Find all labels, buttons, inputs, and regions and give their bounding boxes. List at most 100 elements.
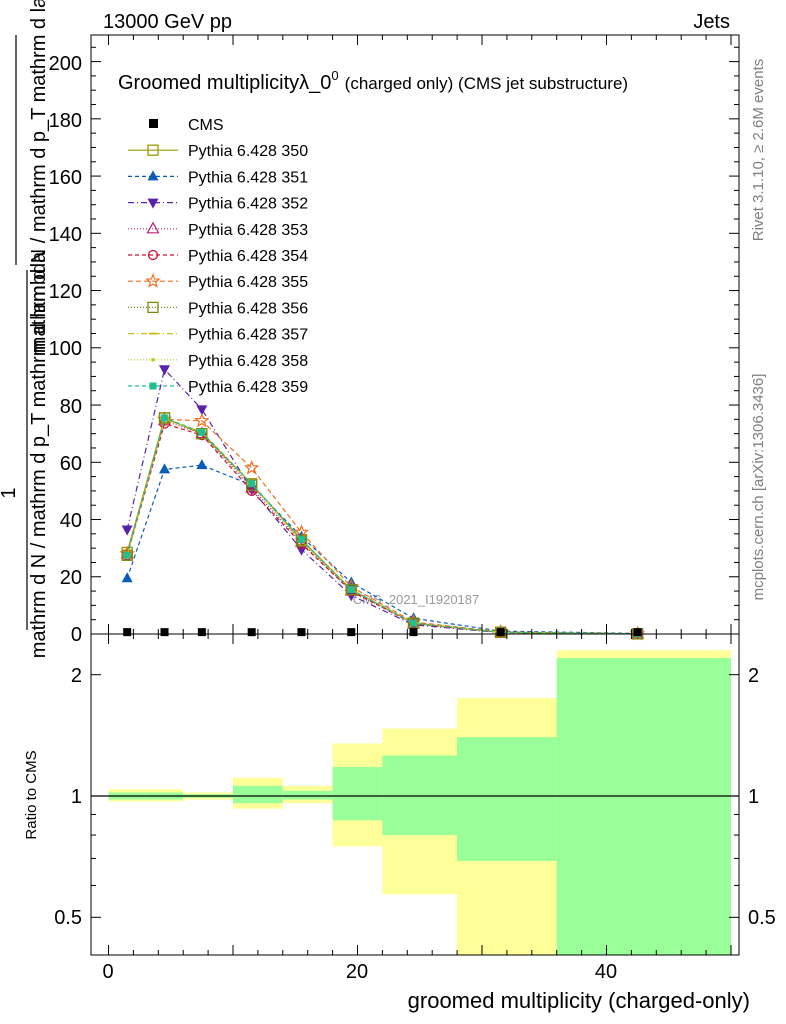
legend-entry: Pythia 6.428 353 [128,221,308,239]
legend-marker [147,170,159,181]
legend-marker [146,221,160,234]
series-point [248,480,256,488]
series-point [158,412,171,424]
series-point [121,549,133,561]
series-point [196,405,208,416]
cms-data-point [633,628,642,637]
ratio-y-tick-labels: 0.5 1 2 0.5 1 2 [54,665,776,929]
series-point [161,414,169,422]
y-tick-label: 20 [60,567,82,589]
x-axis-label: groomed multiplicity (charged-only) [408,988,750,1013]
y-tick-label: 100 [49,338,82,360]
series-point [347,586,355,594]
legend-marker [147,198,159,209]
series-point [121,572,133,583]
series-point [194,412,210,428]
legend-label: Pythia 6.428 354 [188,248,308,265]
legend-label: Pythia 6.428 350 [188,143,308,160]
series-line [126,417,638,635]
title-lambda: λ_0 [299,72,331,94]
series-point [410,619,418,627]
ratio-band-inner [282,790,333,800]
series-point [159,463,171,474]
cms-data-point [160,628,169,637]
y-tick-label: 60 [60,453,82,475]
header-energy: 13000 GeV pp [103,11,232,33]
legend-entry: Pythia 6.428 359 [128,379,308,396]
legend-entry: Pythia 6.428 354 [128,248,308,265]
series-layer [119,365,646,641]
legend-entry: Pythia 6.428 357 [128,327,308,344]
cms-data-point [347,628,356,637]
legend-entry: CMS [149,117,224,134]
y-tick-label: 180 [49,110,82,132]
series-point [123,551,131,559]
legend-label: Pythia 6.428 355 [188,274,308,291]
y-tick-label: 40 [60,510,82,532]
series-point [345,591,357,602]
series-point [196,459,208,470]
header-process: Jets [693,11,730,33]
legend-label: Pythia 6.428 352 [188,196,308,213]
cms-data-point [123,628,132,637]
legend-marker [147,144,159,156]
legend-entry: Pythia 6.428 351 [128,169,308,186]
ratio-band-inner [233,785,283,804]
ylabel-upper: mathrm d N / mathrm d p_T mathrm d lambd… [28,0,50,353]
series-point [243,459,260,475]
series-point [196,428,208,440]
y-tick-label: 0 [71,624,82,646]
legend-label: Pythia 6.428 356 [188,300,308,317]
y-tick-label: 80 [60,396,82,418]
y-tick-label: 140 [49,224,82,246]
legend-label: Pythia 6.428 351 [188,169,308,186]
title-main: Groomed multiplicity [118,72,299,94]
x-tick-label: 0 [102,961,113,983]
series-point [297,536,305,544]
series-line [126,464,638,635]
series-point [121,525,133,536]
legend-marker [149,382,157,390]
analysis-watermark: CMS_2021_I1920187 [353,592,480,607]
rivet-version-label: Rivet 3.1.10, ≥ 2.6M events [750,59,767,242]
legend-marker [147,301,159,314]
ylabel-one: 1 [0,487,20,498]
series-point [246,479,258,491]
cms-data-point [496,628,505,637]
ratio-band-inner [332,767,383,821]
series-point [198,428,206,436]
ylabel-lower: mathrm d N / mathrm d p_T mathrm d lambd… [28,251,50,658]
series-point [295,535,308,547]
series-point [293,524,310,540]
legend-label: Pythia 6.428 358 [188,353,308,370]
mcplots-label: mcplots.cern.ch [arXiv:1306.3436] [750,374,767,601]
axis-ticks [91,35,739,955]
ratio-tick-label-left: 0.5 [54,907,82,929]
x-tick-label: 20 [346,961,368,983]
series-point [159,365,171,376]
ratio-tick-label-left: 2 [71,665,82,687]
ratio-ylabel: Ratio to CMS [23,750,40,839]
ratio-band-inner [382,755,458,836]
legend-entry: Pythia 6.428 356 [128,300,308,317]
ratio-tick-label-right: 0.5 [748,907,776,929]
ratio-panel-frame [90,633,740,956]
legend-marker [151,358,155,362]
x-tick-label: 40 [595,961,617,983]
legend-marker [147,249,159,261]
series-point [345,583,357,596]
legend-marker [145,273,161,288]
legend-entry: Pythia 6.428 350 [128,143,308,160]
legend: CMS Pythia 6.428 350 Pythia 6.428 351 Pythi… [128,117,308,396]
legend-label: Pythia 6.428 357 [188,327,308,344]
ratio-tick-label-right: 2 [748,665,759,687]
legend-marker [149,119,158,128]
cms-data-point [409,628,418,637]
legend-label: Pythia 6.428 359 [188,379,308,396]
main-y-tick-labels: 0 20 40 60 80 100 120 140 160 180 200 [49,53,82,646]
legend-entry: Pythia 6.428 355 [128,273,308,291]
chart-title: Groomed multiplicityλ_00 (charged only) (… [118,68,628,94]
cms-data-point [297,628,306,637]
cms-data-point [247,628,256,637]
